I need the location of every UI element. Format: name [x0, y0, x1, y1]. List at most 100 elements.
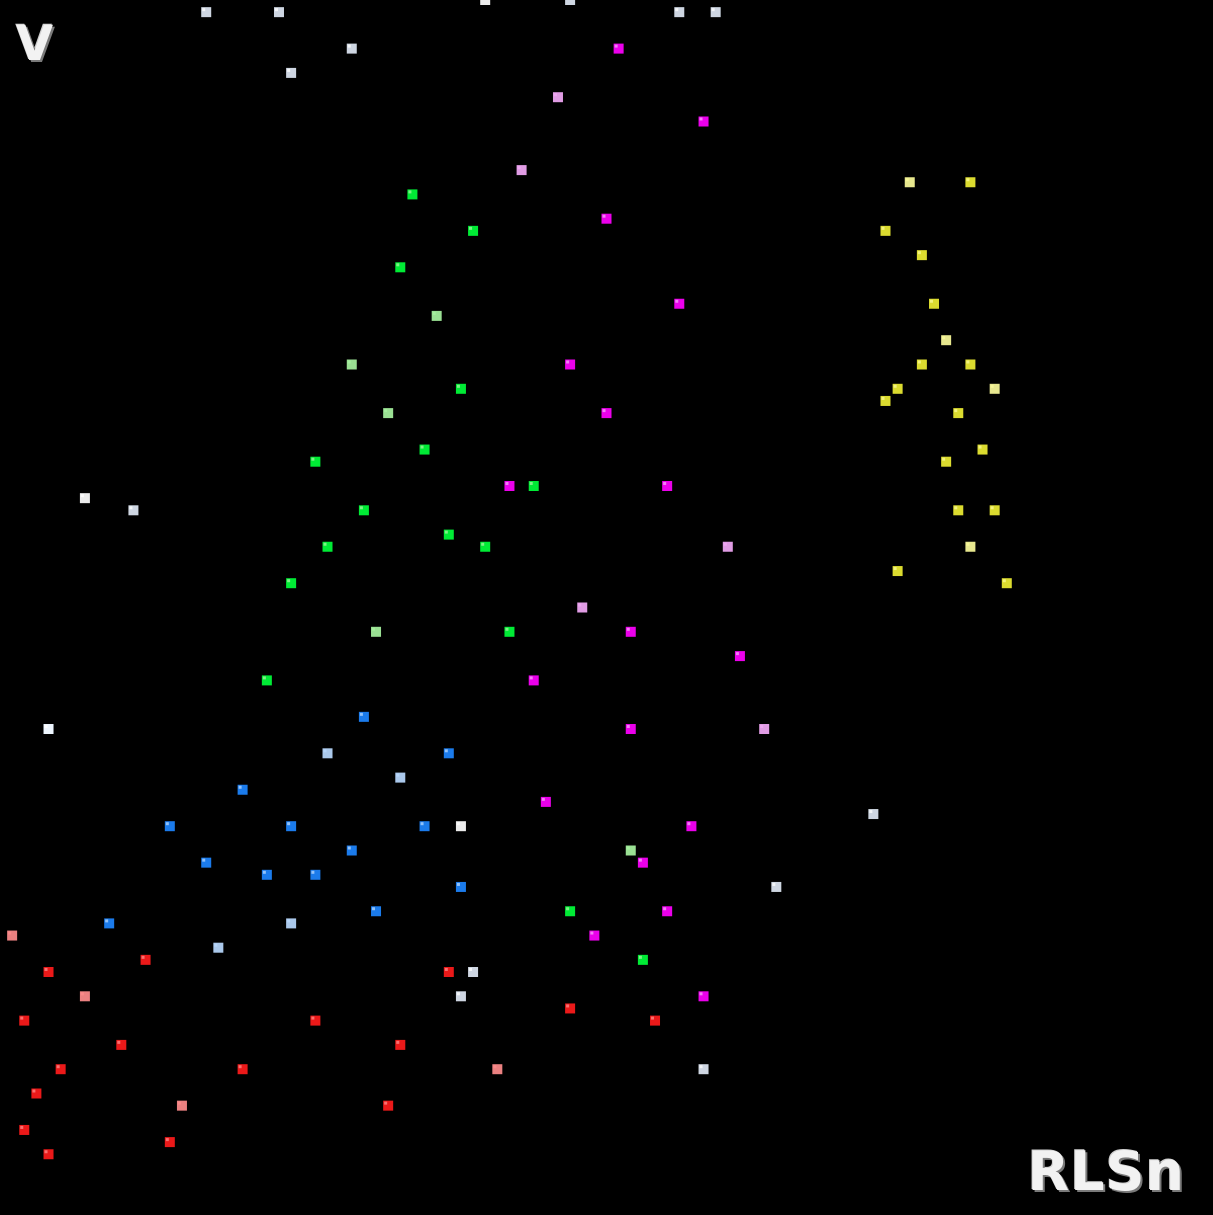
scatter-point	[79, 991, 90, 1002]
scatter-point	[455, 821, 466, 832]
scatter-point	[431, 310, 442, 321]
scatter-point	[43, 724, 54, 734]
scatter-point-highlight	[456, 882, 460, 886]
scatter-point	[164, 1137, 175, 1148]
scatter-point	[953, 505, 964, 516]
scatter-point	[989, 383, 1000, 394]
scatter-point	[904, 177, 915, 188]
scatter-point	[662, 481, 673, 491]
scatter-point-highlight	[881, 226, 885, 230]
scatter-point-highlight	[881, 396, 885, 400]
scatter-point	[625, 626, 636, 637]
scatter-point-highlight	[711, 8, 715, 12]
scatter-point	[213, 942, 224, 953]
scatter-point-highlight	[56, 1065, 60, 1069]
scatter-point-highlight	[772, 882, 776, 886]
scatter-point	[407, 189, 418, 200]
scatter-point	[577, 602, 588, 613]
scatter-point	[916, 359, 927, 370]
scatter-point-highlight	[396, 263, 400, 267]
scatter-point-highlight	[517, 166, 521, 170]
scatter-point-highlight	[893, 567, 897, 571]
x-axis-label: RLSn	[1027, 1140, 1185, 1203]
scatter-point	[419, 821, 430, 832]
scatter-point	[941, 335, 952, 346]
scatter-point-highlight	[347, 44, 351, 48]
scatter-point-highlight	[141, 955, 145, 959]
scatter-point	[286, 821, 297, 832]
scatter-point-highlight	[869, 810, 873, 814]
scatter-point-highlight	[359, 506, 363, 510]
scatter-point-highlight	[687, 822, 691, 826]
scatter-point-highlight	[44, 725, 48, 728]
scatter-point	[637, 857, 648, 868]
scatter-point	[637, 954, 648, 965]
scatter-point-highlight	[456, 384, 460, 388]
scatter-point	[771, 881, 782, 892]
scatter-point	[965, 541, 976, 552]
scatter-point	[565, 1003, 576, 1014]
scatter-point	[468, 225, 479, 236]
scatter-point	[322, 541, 333, 552]
scatter-point	[662, 906, 673, 917]
scatter-point-highlight	[578, 603, 582, 607]
scatter-point	[116, 1039, 127, 1050]
scatter-point	[880, 225, 891, 236]
scatter-point	[140, 954, 151, 965]
scatter-point-highlight	[626, 627, 630, 631]
scatter-point	[480, 0, 491, 5]
scatter-point-highlight	[566, 907, 570, 911]
scatter-point-highlight	[626, 846, 630, 850]
scatter-point-highlight	[942, 457, 946, 461]
scatter-point-highlight	[699, 117, 703, 121]
scatter-point	[261, 675, 272, 686]
scatter-point-highlight	[456, 992, 460, 996]
scatter-point	[759, 724, 770, 734]
scatter-point-highlight	[553, 93, 557, 97]
scatter-point	[128, 505, 139, 516]
scatter-point-highlight	[165, 822, 169, 826]
scatter-point	[880, 395, 891, 406]
scatter-point-highlight	[311, 1016, 315, 1020]
scatter-point-highlight	[675, 299, 679, 303]
scatter-point	[977, 444, 988, 455]
scatter-point	[504, 481, 515, 491]
scatter-point	[613, 43, 624, 54]
scatter-point-highlight	[444, 749, 448, 753]
scatter-point	[528, 675, 539, 686]
scatter-point	[1001, 578, 1012, 589]
scatter-point	[31, 1088, 42, 1099]
scatter-point	[237, 784, 248, 795]
scatter-point-highlight	[663, 482, 667, 485]
scatter-point-highlight	[238, 785, 242, 789]
scatter-point	[686, 821, 697, 832]
scatter-point-highlight	[432, 311, 436, 315]
scatter-point	[322, 748, 333, 759]
scatter-point-highlight	[954, 409, 958, 413]
scatter-point-highlight	[699, 992, 703, 996]
scatter-point-highlight	[202, 858, 206, 862]
scatter-point-highlight	[347, 846, 351, 850]
scatter-point-highlight	[177, 1101, 181, 1105]
scatter-point	[201, 7, 212, 18]
scatter-point-highlight	[32, 1089, 36, 1093]
scatter-point-highlight	[311, 457, 315, 461]
scatter-point	[601, 408, 612, 419]
scatter-point-highlight	[372, 907, 376, 911]
scatter-point-highlight	[274, 8, 278, 12]
scatter-point	[55, 1064, 66, 1075]
scatter-point	[989, 505, 1000, 516]
scatter-point	[480, 541, 491, 552]
scatter-point	[492, 1064, 503, 1075]
scatter-point-highlight	[20, 1125, 24, 1129]
scatter-point-highlight	[262, 676, 266, 680]
scatter-point-highlight	[323, 542, 327, 546]
scatter-point	[286, 918, 297, 929]
scatter-point-highlight	[893, 384, 897, 388]
scatter-point	[625, 845, 636, 856]
scatter-point-highlight	[663, 907, 667, 911]
scatter-point-highlight	[930, 299, 934, 303]
scatter-point	[371, 626, 382, 637]
